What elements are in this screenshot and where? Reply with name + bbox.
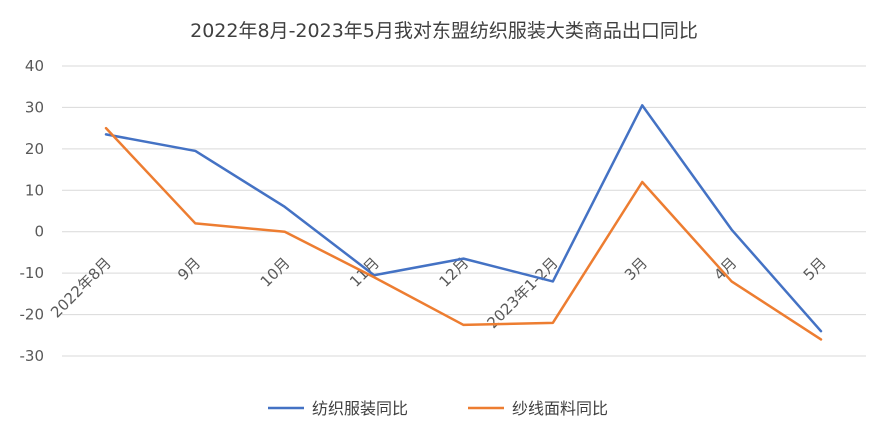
x-tick-label: 4月 xyxy=(710,254,740,284)
y-tick-label: 30 xyxy=(25,98,44,116)
x-tick-label: 5月 xyxy=(800,254,830,284)
series-line-1 xyxy=(104,104,823,333)
chart-title: 2022年8月-2023年5月我对东盟纺织服装大类商品出口同比 xyxy=(190,20,698,42)
legend-label: 纺织服装同比 xyxy=(312,399,408,418)
x-tick-label: 9月 xyxy=(174,254,204,284)
y-tick-label: -30 xyxy=(20,347,45,365)
y-tick-label: 0 xyxy=(34,223,44,241)
y-tick-label: 20 xyxy=(25,140,44,158)
x-tick-label: 2022年8月 xyxy=(47,254,115,322)
y-tick-label: 10 xyxy=(25,181,44,199)
x-tick-label: 3月 xyxy=(621,254,651,284)
y-tick-label: 40 xyxy=(25,57,44,75)
y-tick-label: -10 xyxy=(20,264,45,282)
series-line-2 xyxy=(104,126,823,341)
legend-label: 纱线面料同比 xyxy=(512,399,608,418)
y-tick-label: -20 xyxy=(20,306,45,324)
x-tick-label: 10月 xyxy=(257,254,294,291)
